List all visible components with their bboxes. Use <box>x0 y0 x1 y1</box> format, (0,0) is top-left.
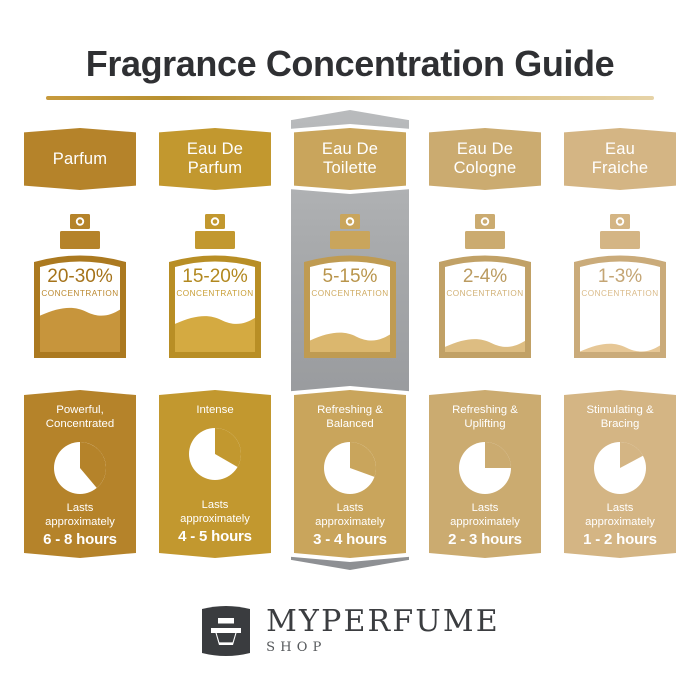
fragrance-character: Powerful, Concentrated <box>45 404 115 430</box>
bottle-5: 1-3% CONCENTRATION <box>564 214 676 364</box>
duration-card-body: Stimulating & Bracing Lasts approximately 1 … <box>564 390 676 558</box>
fragrance-character: Intense <box>196 404 234 416</box>
bottle-2: 15-20% CONCENTRATION <box>159 214 271 364</box>
header-plate-label: Parfum <box>24 128 136 190</box>
perfume-bottle-icon <box>574 214 666 358</box>
columns-container: Parfum 20-30% CONCENTRATION Powerful, Concen… <box>18 110 682 570</box>
duration-card-body: Powerful, Concentrated Lasts approximately 6… <box>24 390 136 558</box>
footer-branding: MYPERFUME SHOP <box>0 596 700 666</box>
duration-card-1: Powerful, Concentrated Lasts approximately 6… <box>24 390 136 558</box>
duration-hours: 1 - 2 hours <box>583 531 657 548</box>
brand-logo-icon <box>200 603 252 659</box>
duration-card-body: Intense Lasts approximately 4 - 5 hours <box>159 390 271 558</box>
column-4: Eau De Cologne 2-4% CONCENTRATION Refreshing… <box>423 110 547 570</box>
fragrance-character: Stimulating & Bracing <box>586 404 654 430</box>
bottle-1: 20-30% CONCENTRATION <box>24 214 136 364</box>
lasts-label: Lasts approximately <box>450 502 520 528</box>
header-plate-2: Eau De Parfum <box>159 128 271 190</box>
header-plate-3: Eau De Toilette <box>290 124 410 194</box>
duration-pie-chart <box>459 442 511 494</box>
header-plate-4: Eau De Cologne <box>429 128 541 190</box>
header-plate-label: Eau Fraiche <box>564 128 676 190</box>
perfume-bottle-icon <box>169 214 261 358</box>
fragrance-character: Refreshing & Balanced <box>317 404 383 430</box>
pie-holder <box>591 431 649 502</box>
duration-card-2: Intense Lasts approximately 4 - 5 hours <box>159 390 271 558</box>
page-title: Fragrance Concentration Guide <box>85 43 615 84</box>
plate-text: Eau Fraiche <box>591 140 649 177</box>
perfume-bottle-icon <box>34 214 126 358</box>
plate-text: Eau De Toilette <box>321 140 379 177</box>
duration-pie-chart <box>594 442 646 494</box>
brand-wordmark: MYPERFUME SHOP <box>266 606 500 656</box>
pie-holder <box>456 431 514 502</box>
duration-card-body: Refreshing & Uplifting Lasts approximately 2… <box>429 390 541 558</box>
duration-pie-chart <box>324 442 376 494</box>
bottle-4: 2-4% CONCENTRATION <box>429 214 541 364</box>
lasts-label: Lasts approximately <box>180 499 250 525</box>
brand-name: MYPERFUME <box>266 604 500 639</box>
duration-card-4: Refreshing & Uplifting Lasts approximately 2… <box>429 390 541 558</box>
lasts-label: Lasts approximately <box>45 502 115 528</box>
lasts-label: Lasts approximately <box>585 502 655 528</box>
header-plate-label: Eau De Toilette <box>294 128 406 190</box>
bottle-3: 5-15% CONCENTRATION <box>294 214 406 364</box>
header-plate-5: Eau Fraiche <box>564 128 676 190</box>
duration-hours: 2 - 3 hours <box>448 531 522 548</box>
duration-pie-chart <box>54 442 107 494</box>
pie-holder <box>186 417 244 488</box>
duration-card-body: Refreshing & Balanced Lasts approximately 3 … <box>294 390 406 558</box>
plate-text: Eau De Parfum <box>186 140 244 177</box>
duration-card-5: Stimulating & Bracing Lasts approximately 1 … <box>564 390 676 558</box>
column-3: Eau De Toilette 5-15% CONCENTRATION Refreshi… <box>288 110 412 570</box>
header-plate-label: Eau De Parfum <box>159 128 271 190</box>
duration-pie-chart <box>189 428 242 480</box>
title-divider <box>46 96 654 100</box>
brand-subtitle: SHOP <box>266 640 327 655</box>
perfume-bottle-icon <box>304 214 396 358</box>
header-plate-1: Parfum <box>24 128 136 190</box>
column-5: Eau Fraiche 1-3% CONCENTRATION Stimulating &… <box>558 110 682 570</box>
header-plate-label: Eau De Cologne <box>429 128 541 190</box>
lasts-label: Lasts approximately <box>315 502 385 528</box>
perfume-bottle-icon <box>439 214 531 358</box>
column-2: Eau De Parfum 15-20% CONCENTRATION Intense La… <box>153 110 277 570</box>
column-1: Parfum 20-30% CONCENTRATION Powerful, Concen… <box>18 110 142 570</box>
fragrance-character: Refreshing & Uplifting <box>452 404 518 430</box>
plate-text: Eau De Cologne <box>453 140 517 177</box>
pie-holder <box>51 431 109 502</box>
duration-hours: 3 - 4 hours <box>313 531 387 548</box>
plate-text: Parfum <box>52 149 108 168</box>
pie-holder <box>321 431 379 502</box>
duration-card-3: Refreshing & Balanced Lasts approximately 3 … <box>290 386 410 562</box>
duration-hours: 6 - 8 hours <box>43 531 117 548</box>
duration-hours: 4 - 5 hours <box>178 528 252 545</box>
